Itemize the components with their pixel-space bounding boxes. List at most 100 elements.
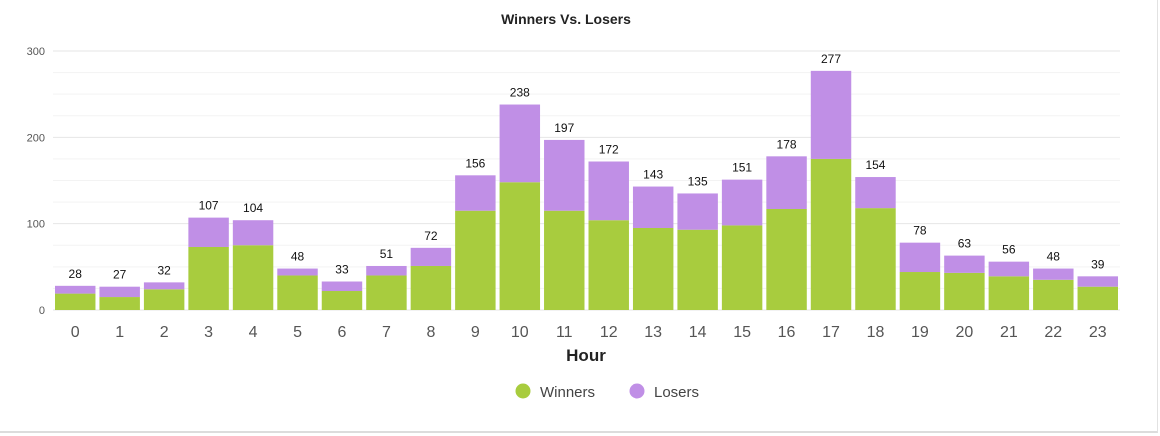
- x-tick-label: 11: [556, 324, 573, 341]
- bar-losers: [677, 193, 718, 230]
- bar-winners: [1077, 286, 1118, 310]
- bar-losers: [366, 265, 407, 276]
- bar-losers: [188, 217, 229, 247]
- legend-label-losers: Losers: [654, 384, 699, 401]
- bar-winners: [766, 208, 807, 310]
- y-tick-label: 200: [27, 132, 45, 144]
- x-tick-label: 8: [426, 324, 435, 341]
- bar-winners: [944, 272, 985, 310]
- legend-swatch-losers: [629, 383, 645, 399]
- bar-losers: [810, 70, 852, 159]
- bar-losers: [1033, 268, 1074, 280]
- data-label: 63: [958, 237, 972, 251]
- data-label: 238: [510, 86, 530, 100]
- data-labels: 28 27 32 107 104 48 33 51 72 156 238 197 172 143 135 15…: [69, 52, 1105, 282]
- data-label: 33: [335, 263, 349, 277]
- bar-losers: [232, 220, 274, 246]
- bar-losers: [55, 285, 96, 294]
- x-axis: 0 1 2 3 4 5 6 7 8 9 10 11 12 13 14 15 16 17 18 19 20 21 22 23: [71, 324, 1107, 341]
- x-tick-label: 5: [293, 324, 302, 341]
- x-tick-label: 18: [867, 324, 885, 341]
- data-label: 143: [643, 168, 663, 182]
- bar-winners: [366, 275, 407, 310]
- legend-swatch-winners: [515, 383, 531, 399]
- x-tick-label: 16: [778, 324, 796, 341]
- data-label: 78: [913, 224, 927, 238]
- x-tick-label: 6: [338, 324, 347, 341]
- bar-losers: [988, 261, 1030, 277]
- bar-losers: [632, 186, 674, 228]
- data-label: 172: [599, 143, 619, 157]
- x-tick-label: 14: [689, 324, 707, 341]
- data-label: 154: [865, 158, 885, 172]
- bar-losers: [855, 177, 896, 209]
- legend-label-winners: Winners: [540, 384, 595, 401]
- data-label: 72: [424, 229, 438, 243]
- bar-winners: [855, 208, 896, 310]
- data-label: 197: [554, 121, 574, 135]
- x-tick-label: 2: [160, 324, 169, 341]
- bar-losers: [143, 282, 185, 290]
- bar-losers: [499, 104, 541, 183]
- data-label: 51: [380, 247, 394, 261]
- bar-losers: [721, 179, 763, 226]
- bar-losers: [321, 281, 363, 292]
- data-label: 39: [1091, 257, 1105, 271]
- data-label: 107: [199, 199, 219, 213]
- x-axis-title: Hour: [566, 346, 606, 365]
- bar-losers: [455, 175, 496, 211]
- bars: [55, 70, 1118, 310]
- bar-winners: [1033, 279, 1074, 310]
- bar-winners: [677, 229, 718, 310]
- bar-winners: [410, 265, 452, 310]
- bar-winners: [99, 297, 140, 310]
- y-tick-label: 100: [27, 219, 45, 231]
- data-label: 32: [157, 263, 171, 277]
- bar-winners: [232, 245, 274, 310]
- x-tick-label: 9: [471, 324, 480, 341]
- bar-winners: [55, 293, 96, 310]
- bar-losers: [588, 161, 629, 221]
- bar-winners: [899, 272, 941, 310]
- bar-winners: [277, 275, 318, 310]
- data-label: 178: [777, 137, 797, 151]
- legend: Winners Losers: [515, 383, 699, 401]
- x-tick-label: 0: [71, 324, 80, 341]
- bar-winners: [988, 276, 1030, 310]
- bar-winners: [143, 289, 185, 310]
- y-axis: 0 100 200 300: [27, 46, 45, 317]
- data-label: 56: [1002, 243, 1016, 257]
- bar-winners: [544, 210, 585, 310]
- data-label: 48: [291, 250, 305, 264]
- bar-losers: [944, 255, 985, 273]
- bar-losers: [766, 156, 807, 209]
- x-tick-label: 3: [204, 324, 213, 341]
- x-tick-label: 22: [1044, 324, 1062, 341]
- data-label: 48: [1047, 250, 1061, 264]
- grid-lines: [53, 50, 1120, 311]
- x-tick-label: 20: [955, 324, 973, 341]
- data-label: 27: [113, 268, 127, 282]
- bar-winners: [499, 182, 541, 310]
- data-label: 28: [69, 267, 83, 281]
- x-tick-label: 15: [733, 324, 751, 341]
- y-tick-label: 0: [39, 305, 45, 317]
- data-label: 151: [732, 161, 752, 175]
- bar-losers: [1077, 276, 1118, 287]
- x-tick-label: 10: [511, 324, 529, 341]
- bar-winners: [588, 220, 629, 310]
- x-tick-label: 19: [911, 324, 929, 341]
- x-tick-label: 23: [1089, 324, 1107, 341]
- x-tick-label: 17: [822, 324, 840, 341]
- bar-winners: [632, 227, 674, 310]
- y-tick-label: 300: [27, 46, 45, 58]
- bar-losers: [277, 268, 318, 276]
- x-tick-label: 4: [249, 324, 258, 341]
- data-label: 277: [821, 52, 841, 66]
- bar-winners: [321, 291, 363, 310]
- x-tick-label: 12: [600, 324, 618, 341]
- x-tick-label: 21: [1000, 324, 1018, 341]
- bar-winners: [810, 158, 852, 310]
- x-tick-label: 7: [382, 324, 391, 341]
